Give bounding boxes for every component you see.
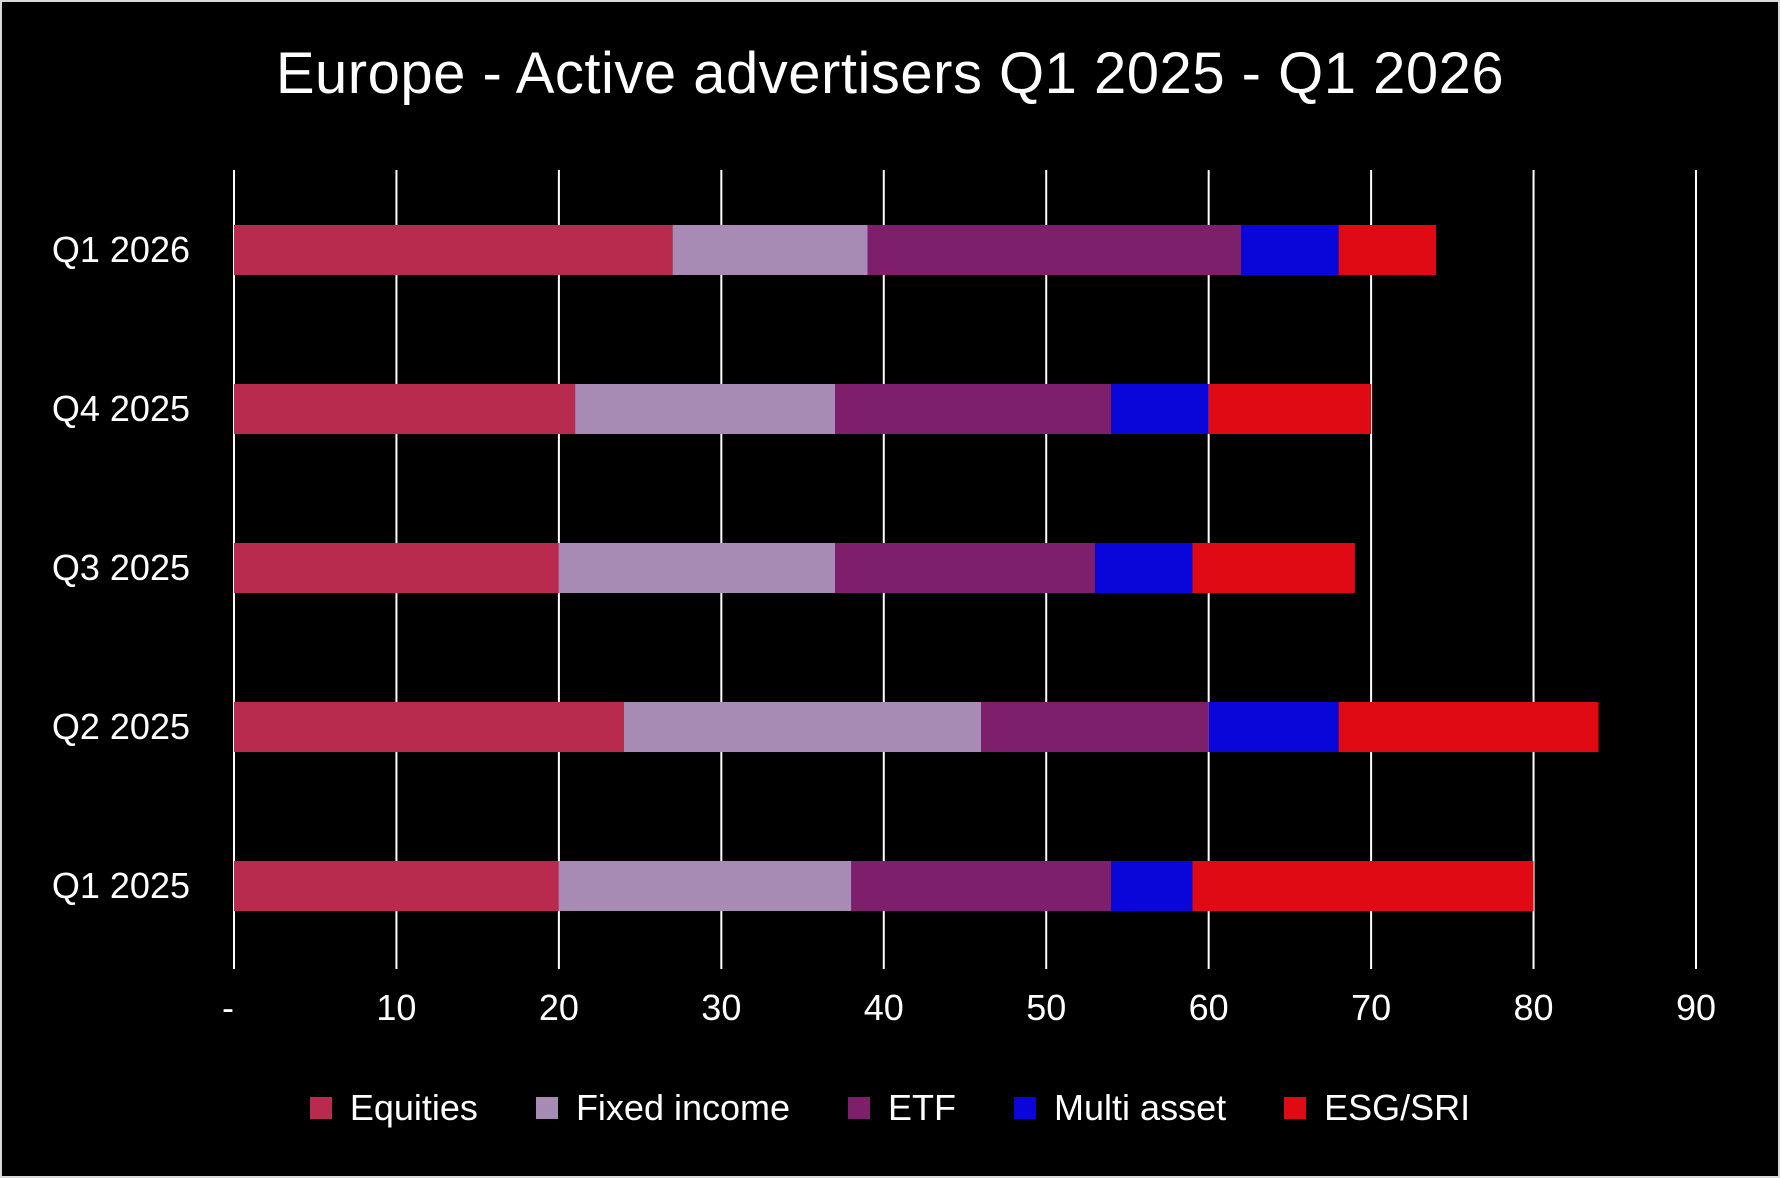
bar-esg-sri-q1-2025 bbox=[1192, 861, 1534, 911]
bar-esg-sri-q4-2025 bbox=[1208, 384, 1372, 434]
bar-esg-sri-q3-2025 bbox=[1192, 543, 1355, 593]
x-tick-label: 30 bbox=[701, 987, 741, 1028]
legend-label: Fixed income bbox=[575, 1087, 791, 1128]
legend-label: Multi asset bbox=[1054, 1087, 1227, 1128]
legend-swatch bbox=[1014, 1097, 1037, 1119]
x-tick-label: 80 bbox=[1514, 987, 1554, 1028]
bar-etf-q3-2025 bbox=[835, 543, 1095, 593]
legend-label: ETF bbox=[888, 1087, 957, 1128]
bar-equities-q1-2026 bbox=[234, 225, 673, 275]
category-label: Q1 2026 bbox=[52, 229, 190, 270]
legend-label: ESG/SRI bbox=[1324, 1087, 1471, 1128]
chart-legend: Equities Fixed income ETF Multi asset ESG/SR… bbox=[2, 1087, 1778, 1129]
legend-swatch bbox=[848, 1097, 871, 1119]
bar-multi-asset-q4-2025 bbox=[1111, 384, 1209, 434]
x-tick-label: 40 bbox=[864, 987, 904, 1028]
bar-multi-asset-q1-2026 bbox=[1241, 225, 1339, 275]
legend-item: Equities bbox=[309, 1087, 478, 1129]
legend-swatch bbox=[309, 1097, 332, 1119]
category-label: Q2 2025 bbox=[52, 706, 190, 747]
bar-fixed-income-q3-2025 bbox=[558, 543, 836, 593]
x-tick-label: 90 bbox=[1676, 987, 1716, 1028]
bar-etf-q1-2026 bbox=[867, 225, 1242, 275]
bar-multi-asset-q2-2025 bbox=[1208, 702, 1339, 752]
bar-fixed-income-q2-2025 bbox=[623, 702, 982, 752]
bar-multi-asset-q3-2025 bbox=[1094, 543, 1193, 593]
legend-item: ESG/SRI bbox=[1284, 1087, 1470, 1129]
x-tick-label: 20 bbox=[539, 987, 579, 1028]
x-tick-label: 60 bbox=[1189, 987, 1229, 1028]
bar-esg-sri-q1-2026 bbox=[1338, 225, 1437, 275]
bar-esg-sri-q2-2025 bbox=[1338, 702, 1599, 752]
bar-multi-asset-q1-2025 bbox=[1111, 861, 1193, 911]
bar-fixed-income-q4-2025 bbox=[575, 384, 836, 434]
x-tick-label: 10 bbox=[376, 987, 416, 1028]
legend-item: Multi asset bbox=[1014, 1087, 1226, 1129]
category-label: Q4 2025 bbox=[52, 388, 190, 429]
bar-fixed-income-q1-2025 bbox=[558, 861, 852, 911]
chart-title: Europe - Active advertisers Q1 2025 - Q1… bbox=[275, 41, 1505, 106]
legend-item: Fixed income bbox=[535, 1087, 791, 1129]
bar-etf-q1-2025 bbox=[851, 861, 1112, 911]
legend-swatch bbox=[535, 1097, 558, 1119]
x-tick-label: 50 bbox=[1026, 987, 1066, 1028]
bar-etf-q2-2025 bbox=[981, 702, 1209, 752]
x-tick-label: - bbox=[222, 987, 234, 1028]
category-label: Q1 2025 bbox=[52, 865, 190, 906]
bar-equities-q1-2025 bbox=[234, 861, 559, 911]
bar-equities-q4-2025 bbox=[234, 384, 576, 434]
legend-item: ETF bbox=[848, 1087, 956, 1129]
category-label: Q3 2025 bbox=[52, 547, 190, 588]
bar-equities-q3-2025 bbox=[234, 543, 559, 593]
bar-fixed-income-q1-2026 bbox=[672, 225, 868, 275]
legend-swatch bbox=[1284, 1097, 1307, 1119]
bar-etf-q4-2025 bbox=[835, 384, 1112, 434]
x-tick-label: 70 bbox=[1351, 987, 1391, 1028]
legend-label: Equities bbox=[349, 1087, 478, 1128]
bar-equities-q2-2025 bbox=[234, 702, 624, 752]
